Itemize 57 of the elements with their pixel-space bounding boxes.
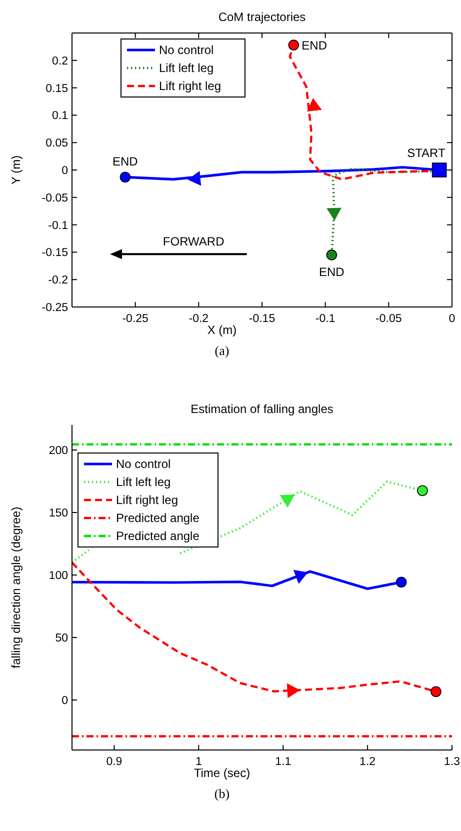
x-tick-label: 0.9 [106, 756, 122, 768]
point [120, 172, 131, 183]
legend-label: Predicted angle [116, 529, 200, 544]
point [396, 576, 407, 588]
x-tick-label: -0.05 [376, 313, 402, 325]
chart-title: Estimation of falling angles [190, 402, 334, 416]
y-axis-title: falling direction angle (degree) [9, 506, 23, 668]
x-tick-label: -0.2 [188, 313, 209, 325]
annotation: END [318, 265, 345, 280]
y-tick-label: 0 [62, 165, 68, 178]
y-tick-label: 150 [48, 508, 68, 520]
y-tick-label: -0.15 [42, 247, 68, 260]
y-tick-label: 100 [48, 570, 68, 582]
legend-label: No control [159, 43, 214, 58]
y-tick-label: -0.1 [48, 220, 68, 232]
x-tick-label: 1.1 [275, 756, 292, 768]
y-tick-label: 0.15 [46, 82, 68, 95]
legend-label: Predicted angle [116, 511, 200, 526]
text: (a) [214, 343, 230, 358]
x-tick-label: 0 [448, 313, 456, 325]
point [294, 570, 308, 584]
legend-label: Lift right leg [159, 79, 222, 94]
point [280, 494, 294, 508]
text: (b) [214, 786, 230, 801]
annotation: FORWARD [162, 234, 225, 248]
point [326, 250, 338, 260]
y-tick-label: -0.05 [42, 192, 68, 204]
y-tick-label: 200 [48, 445, 68, 458]
x-tick-label: -0.1 [315, 313, 336, 325]
point [432, 162, 447, 178]
y-tick-label: 50 [55, 632, 68, 645]
annotation: END [112, 154, 138, 168]
legend-label: Lift right leg [116, 493, 178, 508]
y-tick-label: 0.1 [52, 110, 68, 122]
x-tick-label: -0.25 [122, 313, 148, 325]
legend-label: No control [116, 457, 171, 472]
x-tick-label: 1.3 [444, 756, 460, 768]
x-axis-title: Time (sec) [194, 766, 250, 780]
y-axis-title: Y (m) [9, 155, 23, 185]
annotation: END [302, 38, 328, 52]
y-tick-label: 0.05 [46, 138, 68, 150]
x-tick-label: 1.2 [360, 756, 376, 768]
legend-label: Lift left leg [116, 475, 171, 490]
y-tick-label: 0 [62, 695, 68, 708]
x-tick-label: 1 [195, 756, 202, 768]
legend-label: Lift left leg [159, 61, 214, 76]
chart-title: CoM trajectories [218, 10, 306, 24]
y-tick-label: -0.25 [42, 302, 68, 314]
point [430, 686, 442, 698]
point [288, 40, 300, 50]
point [417, 485, 428, 496]
annotation: START [407, 146, 446, 160]
x-tick-label: -0.15 [248, 313, 276, 325]
point [286, 683, 300, 698]
y-tick-label: 0.2 [52, 55, 68, 68]
y-tick-label: -0.2 [48, 274, 68, 287]
x-axis-title: X (m) [207, 323, 237, 337]
